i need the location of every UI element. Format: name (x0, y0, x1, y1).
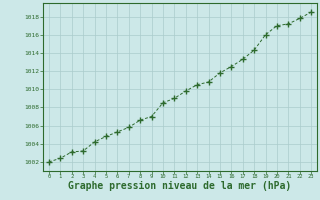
X-axis label: Graphe pression niveau de la mer (hPa): Graphe pression niveau de la mer (hPa) (68, 181, 292, 191)
